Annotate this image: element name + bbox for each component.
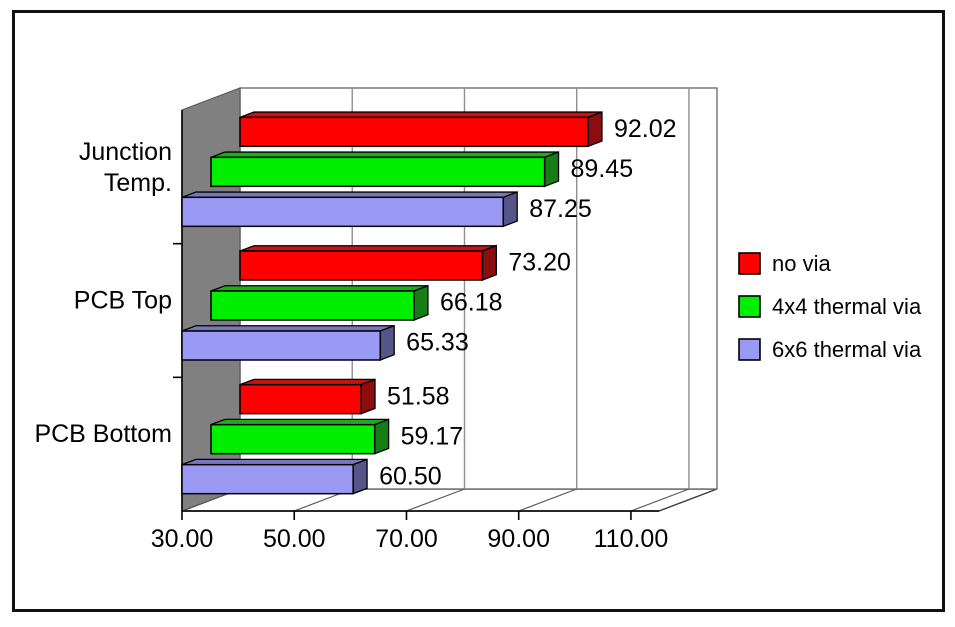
x-tick-label: 110.00 [594, 525, 669, 553]
bar-side-face [374, 418, 390, 455]
legend-swatch-0[interactable] [738, 252, 761, 275]
category-label: PCB Top [74, 287, 172, 315]
bar-front-face [181, 463, 354, 495]
bar-1-1 [210, 284, 429, 321]
bar-value-label: 51.58 [387, 382, 450, 410]
bar-side-face [481, 244, 497, 281]
bar-side-face [360, 378, 376, 415]
bar-top-face [239, 245, 497, 252]
bar-2-2 [181, 458, 368, 495]
x-tick-label: 90.00 [487, 525, 550, 553]
bar-front-face [210, 423, 376, 455]
bar-side-face [502, 191, 518, 228]
floor-depth-line [406, 488, 465, 512]
x-tick-label: 70.00 [375, 525, 438, 553]
category-label: Junction [79, 138, 172, 166]
bar-value-label: 59.17 [401, 422, 464, 450]
bar-side-face [587, 111, 603, 148]
bar-value-label: 65.33 [406, 329, 469, 357]
bar-front-face [239, 250, 484, 281]
bar-top-face [181, 191, 518, 198]
floor-depth-line [630, 488, 690, 512]
bar-side-face [413, 284, 429, 321]
bar-1-0 [239, 244, 497, 281]
bar-side-face [543, 151, 560, 188]
bar-value-label: 73.20 [508, 249, 571, 277]
bar-1-2 [181, 324, 395, 361]
bar-2-1 [210, 418, 390, 455]
floor-depth-line [518, 488, 577, 512]
bar-top-face [210, 151, 559, 158]
category-label: Temp. [104, 169, 172, 197]
bar-front-face [181, 330, 382, 361]
legend-label-1: 4x4 thermal via [772, 294, 922, 319]
bar-value-label: 89.45 [571, 155, 634, 183]
legend-label-2: 6x6 thermal via [772, 337, 922, 362]
bar-value-label: 87.25 [529, 195, 592, 223]
bar-top-face [239, 378, 376, 386]
bar-front-face [239, 116, 589, 148]
legend-label-0: no via [772, 251, 831, 276]
x-tick-label: 50.00 [263, 525, 326, 553]
x-tick-label: 30.00 [151, 525, 214, 553]
bar-front-face [210, 290, 415, 321]
legend-swatch-1[interactable] [738, 295, 761, 318]
bar-front-face [239, 383, 362, 415]
bar-0-0 [239, 111, 603, 148]
bar-top-face [181, 458, 368, 466]
category-label: PCB Bottom [34, 420, 172, 448]
bar-value-label: 92.02 [614, 115, 677, 143]
bar-value-label: 60.50 [379, 462, 442, 490]
legend-swatch-2[interactable] [738, 338, 761, 361]
bar-0-2 [181, 191, 518, 228]
bar-top-face [181, 325, 395, 332]
bar-top-face [210, 418, 389, 426]
bar-front-face [181, 196, 505, 228]
bar-side-face [352, 458, 368, 495]
bar-top-face [239, 111, 603, 118]
bar-2-0 [239, 378, 376, 415]
bar-front-face [210, 156, 546, 188]
bar-side-face [379, 324, 395, 361]
bar-top-face [210, 285, 429, 292]
bar-value-label: 66.18 [440, 289, 503, 317]
bar-0-1 [210, 151, 560, 188]
